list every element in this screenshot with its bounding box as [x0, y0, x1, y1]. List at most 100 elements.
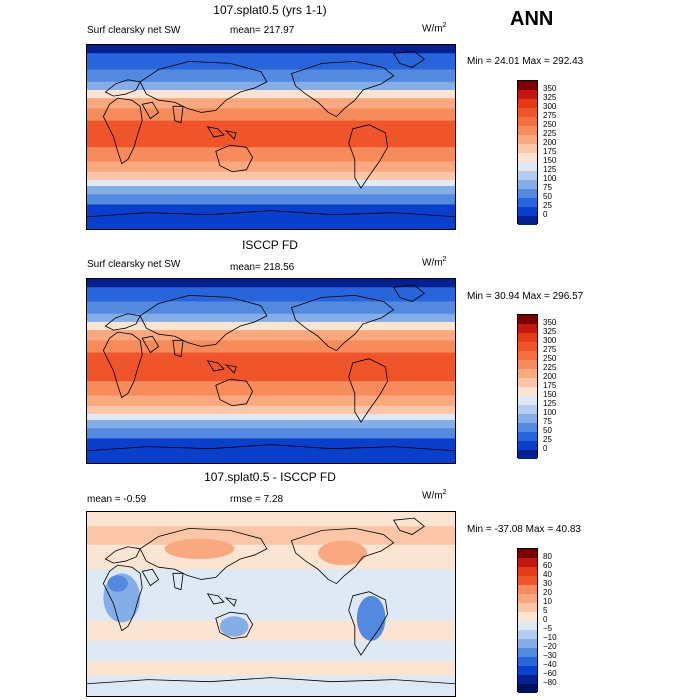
- colorbar-tick-label: 350: [543, 84, 557, 93]
- panel-1-colorbar: [517, 80, 538, 225]
- colorbar-tick-label: 175: [543, 381, 557, 390]
- colorbar-segment: [518, 387, 537, 396]
- colorbar-tick-label: 0: [543, 615, 548, 624]
- south-subtropic-band: [87, 395, 455, 408]
- south-ocean-band: [87, 428, 455, 441]
- colorbar-segment: [518, 180, 537, 189]
- colorbar-tick-label: 225: [543, 129, 557, 138]
- colorbar-segment: [518, 216, 537, 225]
- panel-2-title: ISCCP FD: [242, 238, 298, 252]
- colorbar-tick-label: 300: [543, 336, 557, 345]
- colorbar-tick-label: 200: [543, 138, 557, 147]
- diff-south-america-blob: [356, 595, 386, 641]
- diff-south-ocean-band: [87, 661, 455, 676]
- colorbar-tick-label: 100: [543, 408, 557, 417]
- arctic-band: [87, 279, 455, 288]
- panel-2-units: W/m2: [422, 256, 447, 269]
- panel-2-map: [86, 278, 456, 464]
- colorbar-tick-label: 175: [543, 147, 557, 156]
- diff-tropic-band: [87, 569, 455, 621]
- colorbar-tick-label: −40: [543, 660, 557, 669]
- colorbar-segment: [518, 324, 537, 333]
- colorbar-segment: [518, 360, 537, 369]
- colorbar-tick-label: −80: [543, 678, 557, 687]
- diff-north-america-blob: [318, 540, 368, 566]
- panel-1-mean-label: mean= 217.97: [230, 25, 295, 36]
- colorbar-segment: [518, 630, 537, 639]
- colorbar-segment: [518, 333, 537, 342]
- colorbar-segment: [518, 585, 537, 594]
- colorbar-segment: [518, 675, 537, 684]
- colorbar-tick-label: 75: [543, 417, 552, 426]
- panel-1-units: W/m2: [422, 22, 447, 35]
- colorbar-tick-label: 325: [543, 327, 557, 336]
- north-midlat-band: [87, 81, 455, 93]
- colorbar-segment: [518, 612, 537, 621]
- colorbar-segment: [518, 378, 537, 387]
- north-midlat-band: [87, 313, 455, 324]
- colorbar-tick-label: 225: [543, 363, 557, 372]
- south-subpolar-band: [87, 186, 455, 197]
- north-subtropic-band: [87, 98, 455, 111]
- south-midlat-band-2: [87, 179, 455, 189]
- colorbar-tick-label: 325: [543, 93, 557, 102]
- coastlines: [87, 517, 455, 685]
- colorbar-tick-label: 10: [543, 597, 552, 606]
- colorbar-tick-label: 150: [543, 390, 557, 399]
- north-tropic-band: [87, 108, 455, 123]
- diff-south-midlat-band: [87, 640, 455, 662]
- colorbar-tick-label: 20: [543, 588, 552, 597]
- panel-3-title: 107.splat0.5 - ISCCP FD: [204, 470, 336, 484]
- colorbar-tick-label: −20: [543, 642, 557, 651]
- colorbar-segment: [518, 315, 537, 324]
- colorbar-tick-label: 40: [543, 570, 552, 579]
- panel-3-rmse-label: rmse = 7.28: [230, 494, 284, 505]
- colorbar-tick-label: 50: [543, 192, 552, 201]
- north-subtropic-band: [87, 330, 455, 343]
- colorbar-segment: [518, 405, 537, 414]
- colorbar-segment: [518, 126, 537, 135]
- panel-2-mean-label: mean= 218.56: [230, 262, 295, 273]
- colorbar-segment: [518, 423, 537, 432]
- colorbar-segment: [518, 117, 537, 126]
- north-polar-band: [87, 287, 455, 304]
- panel-2-range-label: Min = 30.94 Max = 296.57: [467, 291, 584, 302]
- north-subpolar-band: [87, 301, 455, 316]
- colorbar-segment: [518, 198, 537, 207]
- north-subpolar-band: [87, 69, 455, 84]
- south-tropic-band: [87, 147, 455, 164]
- colorbar-segment: [518, 432, 537, 441]
- colorbar-tick-label: 150: [543, 156, 557, 165]
- colorbar-segment: [518, 189, 537, 198]
- south-midlat-band: [87, 171, 455, 182]
- diff-asia-blob: [164, 538, 235, 560]
- panel-3-colorbar: [517, 548, 538, 693]
- panel-3-range-label: Min = -37.08 Max = 40.83: [467, 524, 581, 535]
- colorbar-segment: [518, 621, 537, 630]
- colorbar-segment: [518, 414, 537, 423]
- colorbar-segment: [518, 162, 537, 171]
- south-subtropic-band: [87, 161, 455, 174]
- diff-australia-blob: [219, 616, 249, 637]
- colorbar-tick-label: 25: [543, 201, 552, 210]
- colorbar-segment: [518, 450, 537, 459]
- colorbar-tick-label: 250: [543, 354, 557, 363]
- colorbar-tick-label: 30: [543, 579, 552, 588]
- colorbar-tick-label: 75: [543, 183, 552, 192]
- north-midlat-band-2: [87, 89, 455, 101]
- panel-1-field-label: Surf clearsky net SW: [87, 25, 181, 36]
- colorbar-segment: [518, 144, 537, 153]
- diff-north-band-2: [87, 526, 455, 545]
- antarctic-band: [87, 204, 455, 229]
- season-label: ANN: [510, 8, 554, 30]
- panel-1-title: 107.splat0.5 (yrs 1-1): [213, 3, 327, 17]
- colorbar-segment: [518, 594, 537, 603]
- colorbar-segment: [518, 171, 537, 180]
- north-midlat-band-2: [87, 321, 455, 333]
- colorbar-tick-label: 275: [543, 345, 557, 354]
- panel-2-colorbar: [517, 314, 538, 459]
- panel-1-map: [86, 44, 456, 230]
- equatorial-band: [87, 352, 455, 384]
- colorbar-segment: [518, 576, 537, 585]
- colorbar-segment: [518, 351, 537, 360]
